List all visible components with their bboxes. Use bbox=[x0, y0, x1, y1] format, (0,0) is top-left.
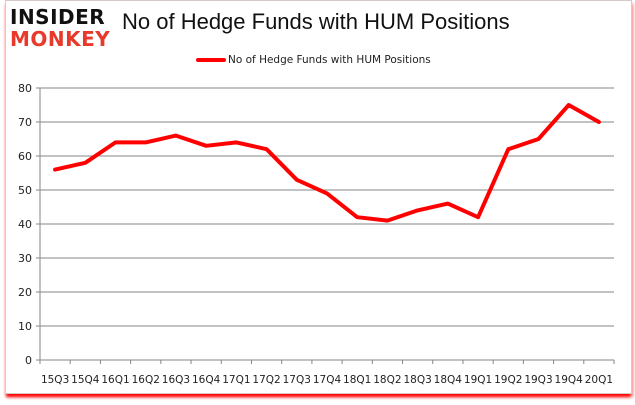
logo-line-1: INSIDER bbox=[10, 5, 106, 29]
y-tick-label: 60 bbox=[18, 150, 32, 163]
x-axis: 15Q3 15Q4 16Q1 16Q2 16Q3 16Q4 17Q1 17Q2 17Q3 17Q4… bbox=[39, 359, 615, 386]
x-tick-label: 18Q2 bbox=[373, 374, 401, 386]
y-tick-label: 80 bbox=[18, 82, 32, 95]
x-tick-label: 19Q2 bbox=[494, 374, 522, 386]
x-tick-label: 19Q1 bbox=[464, 374, 492, 386]
y-tick-label: 50 bbox=[18, 184, 32, 197]
y-tick-label: 30 bbox=[18, 252, 32, 265]
series-line bbox=[53, 103, 601, 223]
chart-title: No of Hedge Funds with HUM Positions bbox=[122, 9, 510, 34]
y-tick-label: 10 bbox=[18, 320, 32, 333]
y-tick-label: 70 bbox=[18, 116, 32, 129]
x-tick-label: 16Q1 bbox=[101, 374, 129, 386]
x-tick-label: 17Q2 bbox=[252, 374, 280, 386]
legend-line-swatch-icon bbox=[196, 58, 226, 62]
logo-line-2: MONKEY bbox=[10, 27, 111, 51]
insider-monkey-logo: INSIDER MONKEY bbox=[10, 5, 116, 51]
y-axis: 0 10 20 30 40 50 60 70 80 bbox=[18, 82, 41, 367]
x-tick-label: 16Q4 bbox=[192, 374, 221, 386]
x-tick-label: 15Q4 bbox=[71, 374, 100, 386]
y-tick-label: 40 bbox=[18, 218, 32, 231]
x-tick-label: 18Q3 bbox=[403, 374, 431, 386]
x-tick-label: 16Q3 bbox=[162, 374, 190, 386]
x-tick-label: 17Q4 bbox=[313, 374, 342, 386]
x-tick-label: 20Q1 bbox=[585, 374, 613, 386]
x-tick-label: 17Q3 bbox=[283, 374, 311, 386]
chart-legend: No of Hedge Funds with HUM Positions bbox=[196, 53, 431, 67]
x-tick-label: 16Q2 bbox=[132, 374, 160, 386]
x-tick-label: 19Q3 bbox=[524, 374, 552, 386]
chart-frame bbox=[5, 0, 632, 394]
x-tick-label: 15Q3 bbox=[41, 374, 69, 386]
x-tick-label: 19Q4 bbox=[555, 374, 584, 386]
gridlines bbox=[40, 87, 614, 327]
x-tick-label: 18Q4 bbox=[434, 374, 463, 386]
x-tick-label: 18Q1 bbox=[343, 374, 371, 386]
x-tick-label: 17Q1 bbox=[222, 374, 250, 386]
y-tick-label: 0 bbox=[25, 354, 32, 367]
y-tick-label: 20 bbox=[18, 286, 32, 299]
legend-label: No of Hedge Funds with HUM Positions bbox=[228, 54, 431, 66]
